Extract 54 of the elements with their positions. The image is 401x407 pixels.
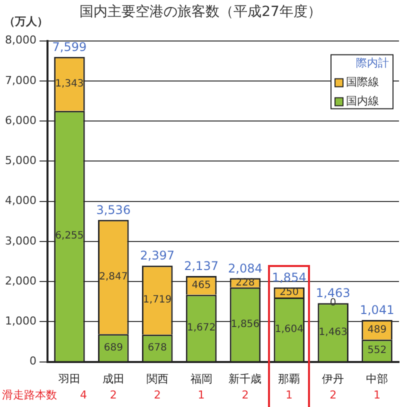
data-label: 1,604 <box>274 324 304 335</box>
x-tick-label: 伊丹 <box>322 372 344 386</box>
data-label: 465 <box>192 280 211 291</box>
y-tick-label: 0 <box>29 354 36 368</box>
text: 4 <box>80 388 87 402</box>
text: 2 <box>110 388 117 402</box>
data-label: 1,343 <box>55 78 84 90</box>
text: 1 <box>198 388 205 402</box>
total-label: 1,041 <box>360 303 394 318</box>
chart-title: 国内主要空港の旅客数（平成27年度） <box>80 4 322 20</box>
x-tick-label: 関西 <box>146 372 168 386</box>
data-label: 489 <box>367 324 387 336</box>
data-label: 2,847 <box>99 272 128 283</box>
legend-title: 際内計 <box>356 56 389 70</box>
data-label: 250 <box>280 287 299 298</box>
total-label: 2,137 <box>184 259 218 274</box>
x-tick-label: 新千歳 <box>228 372 262 386</box>
data-label: 228 <box>236 277 255 288</box>
y-tick-label: 2,000 <box>4 274 36 288</box>
y-tick-label: 6,000 <box>4 114 36 127</box>
y-tick-label: 1,000 <box>4 314 36 328</box>
x-tick-label: 那覇 <box>278 372 300 386</box>
y-tick-label: 7,000 <box>4 74 36 87</box>
total-label: 2,397 <box>140 248 175 263</box>
text: 1 <box>286 388 293 402</box>
y-tick-label: 3,000 <box>4 234 36 248</box>
y-tick-label: 5,000 <box>4 154 36 168</box>
legend-label: 国際線 <box>346 76 379 89</box>
y-axis-title: （万人） <box>4 14 48 28</box>
y-tick-label: 4,000 <box>4 194 36 208</box>
text: 2 <box>242 388 249 402</box>
total-label: 2,084 <box>228 261 262 276</box>
data-label: 1,719 <box>143 294 172 306</box>
data-label: 1,672 <box>186 322 216 334</box>
data-label: 1,856 <box>230 318 260 330</box>
data-label: 1,463 <box>318 326 348 338</box>
data-label: 678 <box>148 342 167 354</box>
data-label: 6,255 <box>55 230 84 242</box>
y-tick-label: 8,000 <box>4 34 36 47</box>
x-tick-label: 成田 <box>102 372 124 386</box>
data-label: 0 <box>330 298 336 309</box>
x-tick-label: 中部 <box>366 372 388 386</box>
text: 2 <box>330 388 337 402</box>
x-tick-label: 羽田 <box>58 372 80 386</box>
total-label: 1,854 <box>272 270 306 285</box>
text: 1 <box>374 388 381 402</box>
data-label: 552 <box>367 345 387 356</box>
x-tick-label: 福岡 <box>190 372 212 386</box>
text: 2 <box>154 388 161 402</box>
total-label: 7,599 <box>52 40 87 54</box>
data-label: 689 <box>104 342 123 354</box>
total-label: 3,536 <box>96 203 131 218</box>
text: 滑走路本数 <box>2 388 57 402</box>
legend-label: 国内線 <box>346 94 379 108</box>
